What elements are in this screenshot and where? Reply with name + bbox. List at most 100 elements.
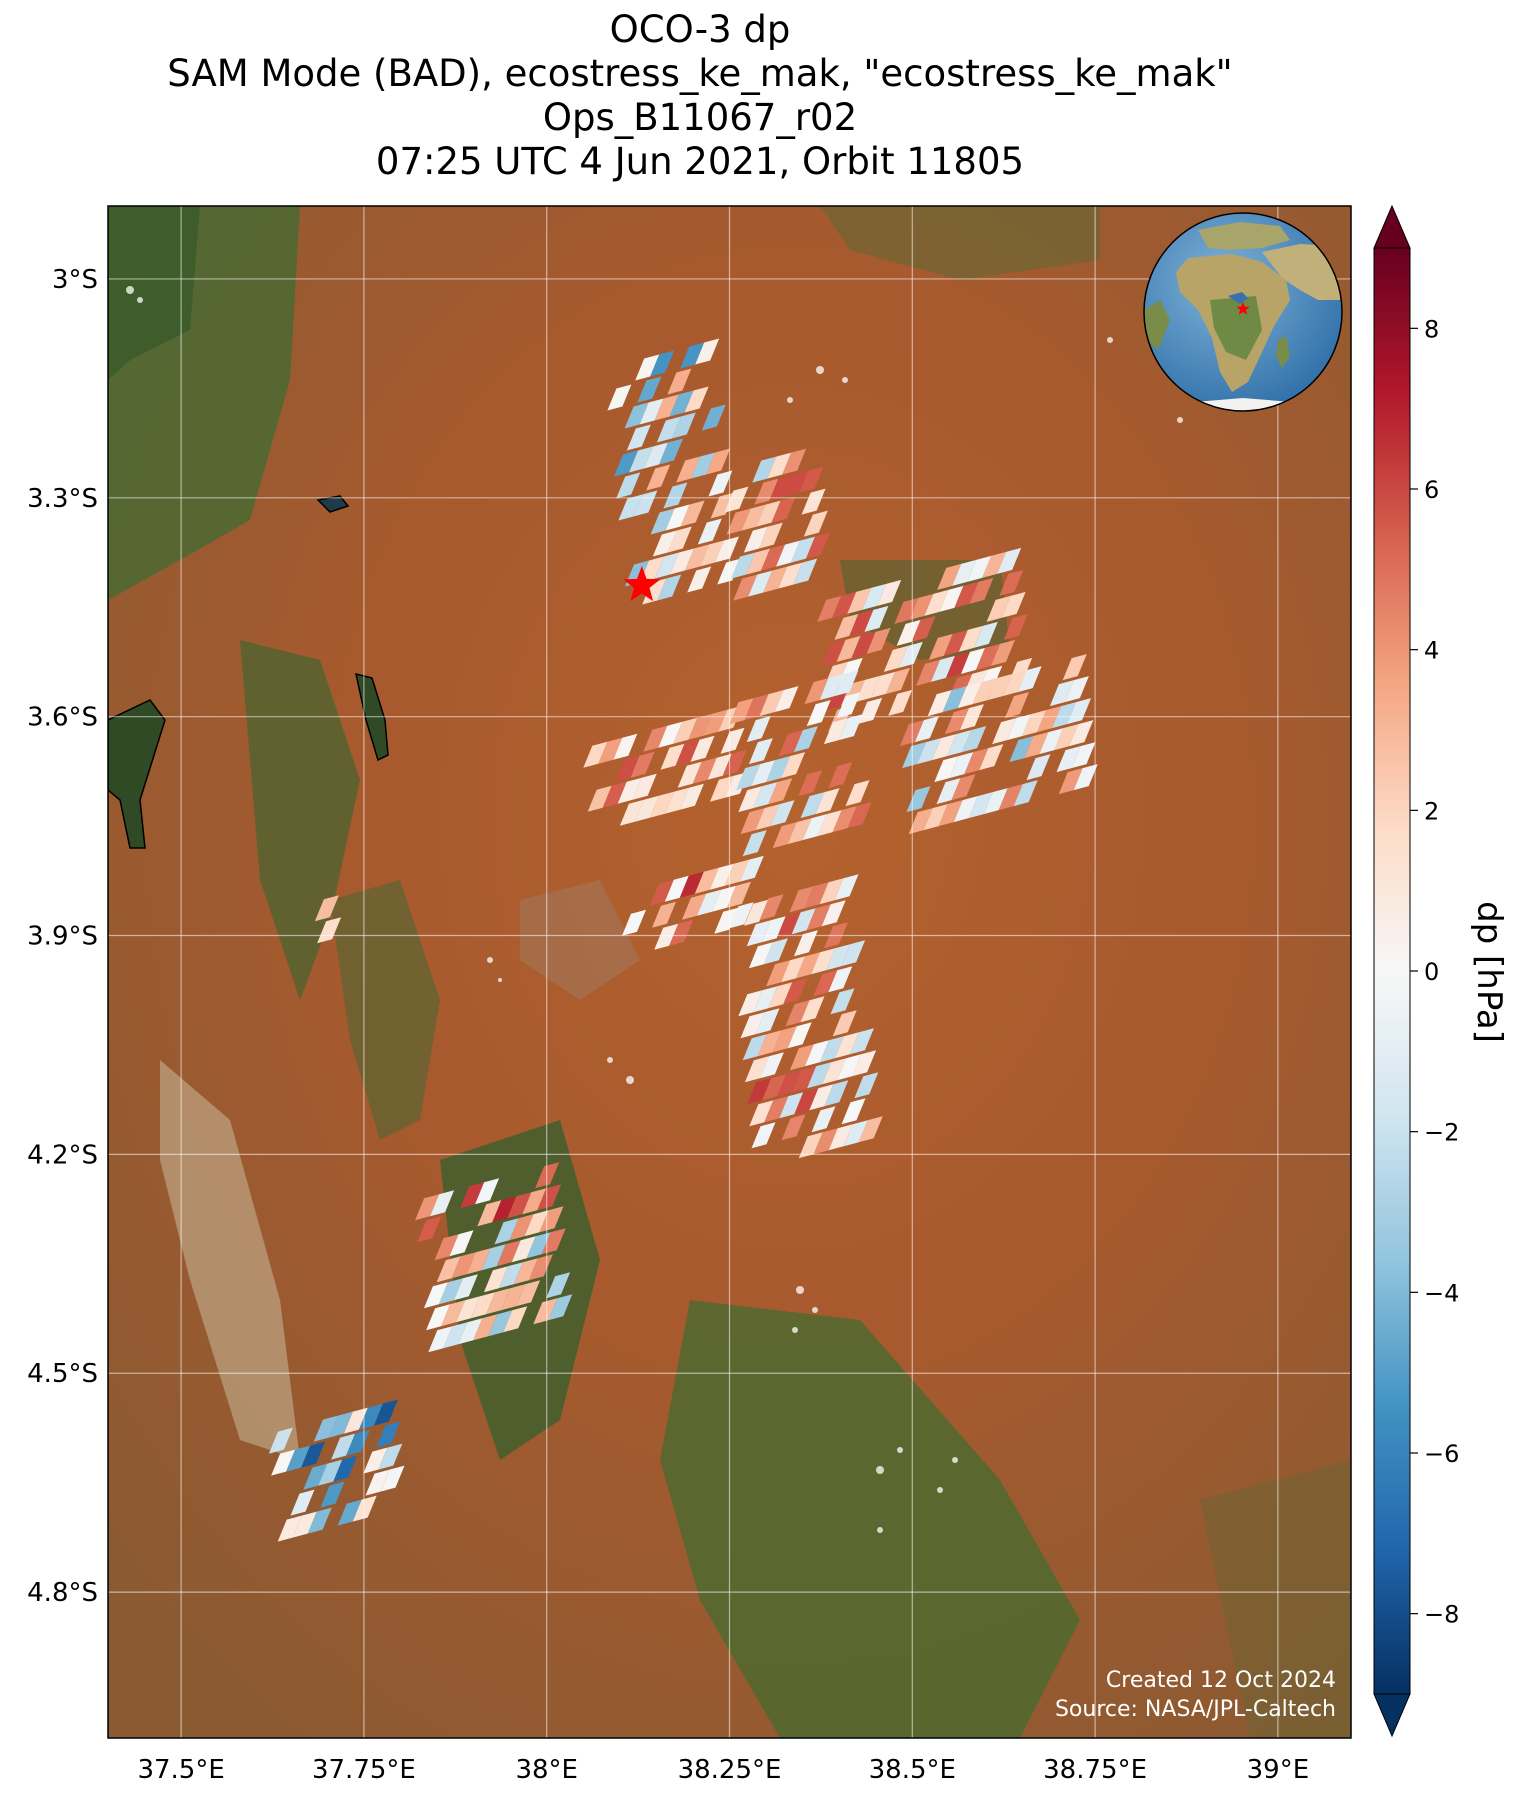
sounding-footprint: [973, 621, 998, 648]
sounding-footprint: [739, 855, 764, 882]
sounding-footprint: [789, 1044, 814, 1071]
sounding-footprint: [949, 752, 974, 779]
sounding-footprint: [886, 667, 910, 694]
sounding-footprint: [738, 990, 763, 1017]
sounding-footprint: [320, 1481, 345, 1508]
sounding-footprint: [815, 788, 840, 815]
sounding-footprint: [475, 1178, 500, 1205]
sounding-footprint: [438, 1278, 463, 1305]
sounding-footprint: [1054, 724, 1079, 751]
sounding-footprint: [1037, 706, 1062, 733]
sounding-footprint: [526, 1232, 551, 1259]
sounding-footprint: [629, 446, 653, 473]
sounding-footprint: [758, 522, 783, 549]
sounding-footprint: [613, 733, 638, 760]
sounding-footprint: [511, 1236, 536, 1263]
sounding-footprint: [624, 402, 649, 429]
sounding-footprint: [434, 1234, 459, 1261]
sounding-footprint: [622, 909, 646, 936]
sounding-footprint: [496, 1240, 521, 1267]
sounding-footprint: [983, 788, 1008, 815]
sounding-footprint: [637, 376, 662, 403]
sounding-footprint: [697, 889, 721, 916]
sounding-footprint: [819, 878, 844, 905]
sounding-footprint: [914, 716, 939, 743]
sounding-footprint: [1071, 742, 1096, 769]
globe-target-star-icon: [1236, 302, 1250, 315]
colorbar-label: dp [hPa]: [1469, 901, 1509, 1043]
sounding-footprint: [951, 774, 976, 801]
sounding-footprint: [680, 342, 705, 369]
sounding-footprint: [796, 952, 821, 979]
sounding-footprint: [744, 694, 769, 721]
sounding-footprint: [774, 686, 799, 713]
sounding-footprint: [378, 1443, 403, 1470]
sounding-footprint: [664, 875, 689, 902]
sounding-footprint: [871, 671, 895, 698]
sounding-footprint: [498, 1262, 523, 1289]
sounding-footprint: [785, 1000, 810, 1027]
sounding-footprint: [694, 867, 719, 894]
sounding-footprint: [1004, 692, 1029, 719]
sounding-footprint: [458, 1318, 483, 1345]
sounding-footprint: [909, 593, 934, 620]
sounding-footprint: [539, 1206, 564, 1233]
sounding-footprint: [759, 690, 784, 717]
sounding-footprint: [830, 988, 855, 1015]
sounding-footprint: [1062, 654, 1087, 681]
sounding-footprint: [677, 761, 702, 788]
sounding-footprint: [684, 386, 709, 413]
longitude-tick-label: 37.75°E: [312, 1755, 416, 1785]
sounding-footprint: [522, 1188, 547, 1215]
colorbar-tick-label: 2: [1424, 797, 1439, 825]
sounding-footprint: [417, 1216, 442, 1243]
sounding-footprint: [524, 1210, 549, 1237]
latitude-tick-label: 3°S: [52, 265, 98, 295]
colorbar-tick-label: 6: [1424, 476, 1439, 504]
colorbar-extend-min: [1373, 1693, 1411, 1738]
sounding-footprint: [946, 651, 970, 678]
sounding-footprint: [583, 741, 608, 768]
sounding-footprint: [1073, 764, 1098, 791]
sounding-footprint: [997, 547, 1022, 574]
sounding-footprint: [513, 1258, 538, 1285]
sounding-footprint: [761, 544, 785, 571]
sounding-footprint: [792, 1066, 817, 1093]
sounding-footprint: [660, 743, 685, 770]
sounding-footprint: [787, 1022, 812, 1049]
sounding-footprint: [654, 923, 679, 950]
sounding-footprint: [756, 500, 781, 527]
sounding-footprint: [916, 659, 940, 686]
sounding-footprint: [618, 494, 643, 521]
sounding-footprint: [587, 785, 612, 812]
sounding-footprint: [720, 727, 745, 754]
sounding-footprint: [650, 508, 675, 535]
colorbar-gradient: [1373, 247, 1411, 1695]
sounding-footprint: [352, 1495, 377, 1522]
sounding-footprint: [665, 504, 690, 531]
sounding-footprint: [714, 907, 739, 934]
sounding-footprint: [688, 713, 713, 740]
sounding-footprint: [934, 756, 959, 783]
sounding-footprint: [787, 818, 812, 845]
sounding-footprint: [313, 1415, 338, 1442]
sounding-footprint: [701, 404, 726, 431]
plot-title-line-1: OCO-3 dp: [609, 8, 791, 51]
sounding-footprint: [1067, 698, 1092, 725]
sounding-footprint: [649, 791, 674, 818]
sounding-footprint: [923, 804, 948, 831]
sounding-footprint: [709, 775, 734, 802]
sounding-footprint: [516, 1280, 541, 1307]
sounding-footprint: [602, 781, 627, 808]
sounding-footprint: [798, 1132, 823, 1159]
sounding-footprint: [318, 1459, 343, 1486]
sounding-footprint: [804, 678, 829, 705]
sounding-footprint: [763, 938, 788, 965]
sounding-footprint: [481, 1244, 506, 1271]
sounding-footprint: [1002, 670, 1027, 697]
sounding-footprint: [1026, 754, 1051, 781]
sounding-footprint: [443, 1322, 468, 1349]
longitude-tick-label: 38.25°E: [678, 1755, 782, 1785]
sounding-footprint: [866, 627, 891, 654]
sounding-footprint: [619, 799, 644, 826]
